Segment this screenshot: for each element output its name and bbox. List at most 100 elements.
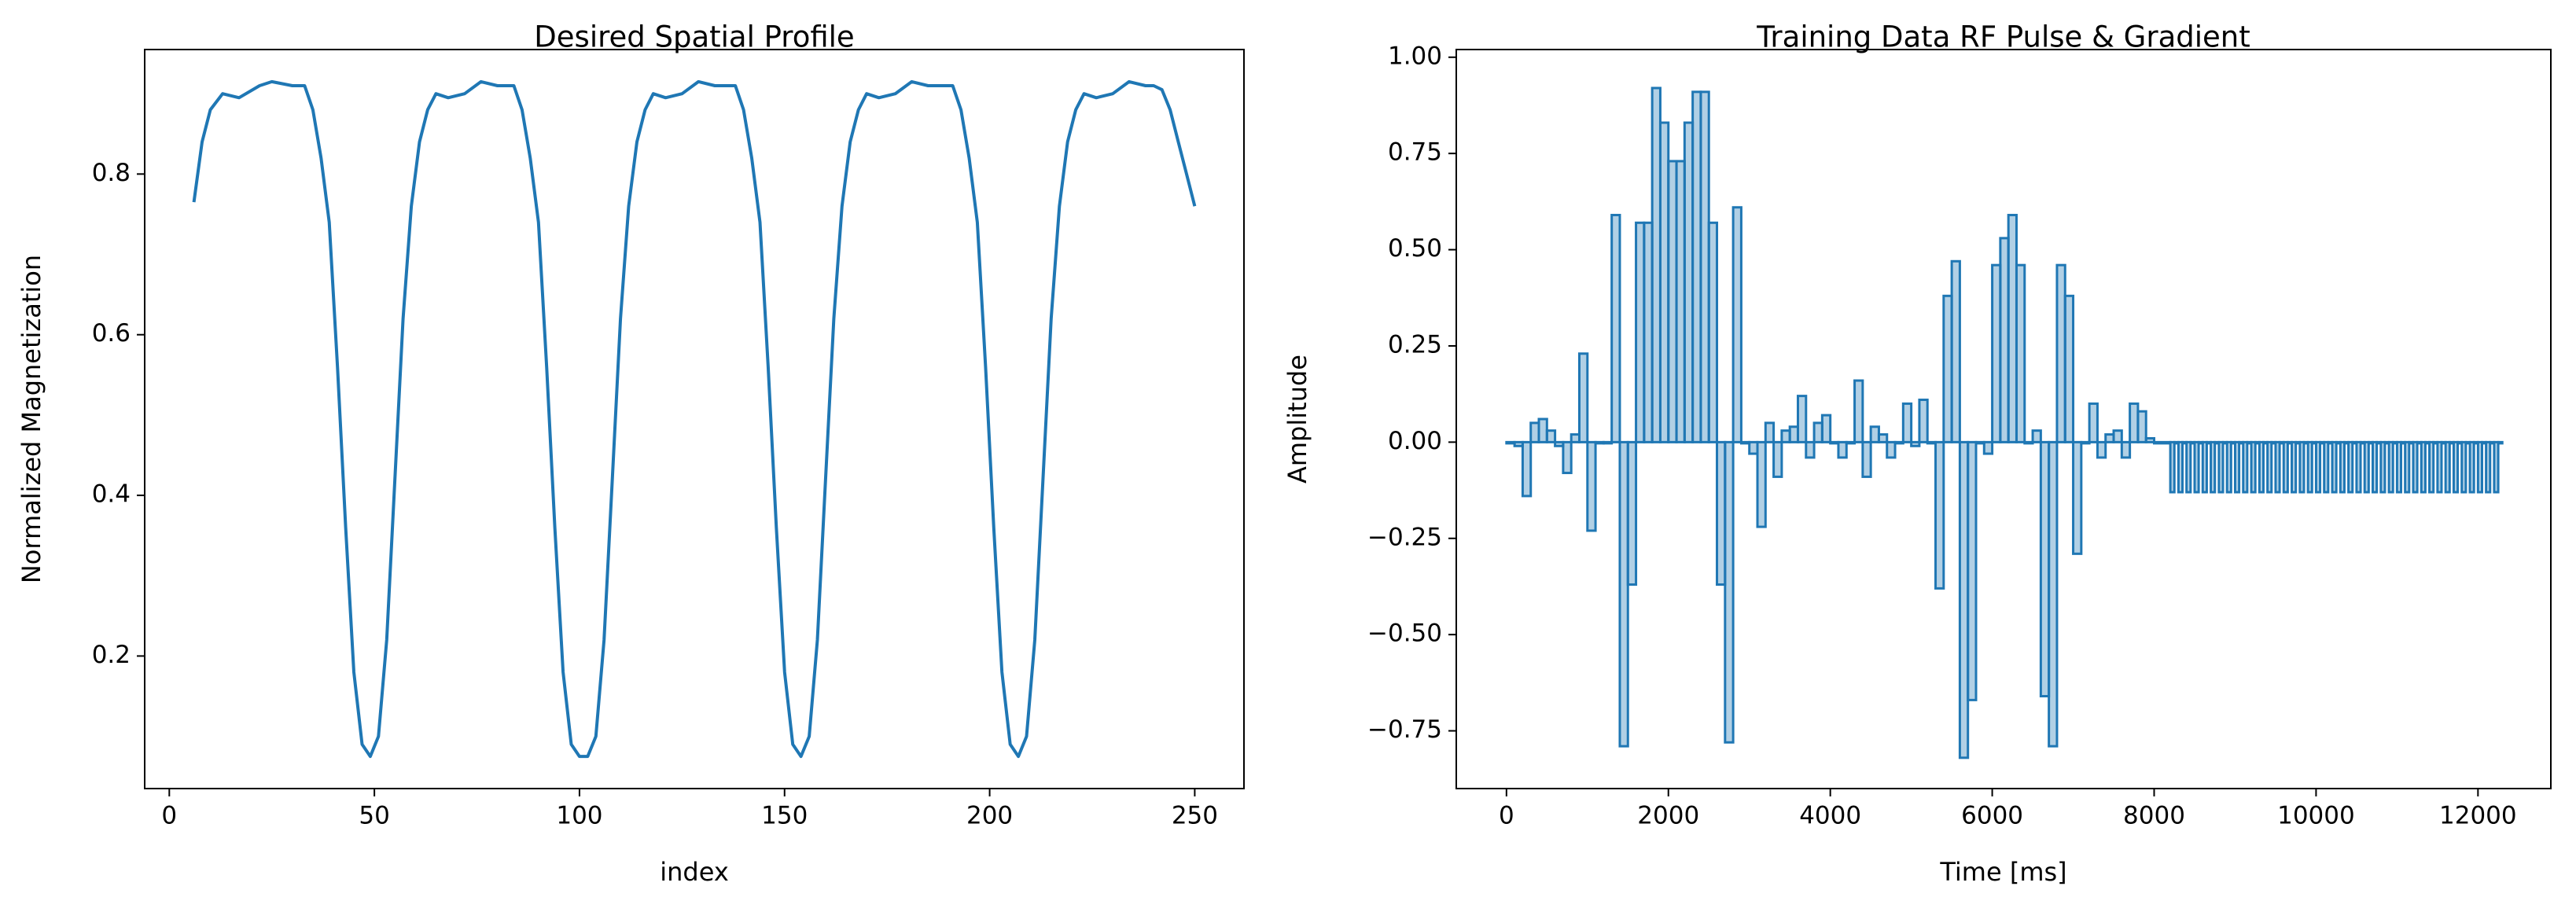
step-bar (1853, 379, 1864, 443)
step-bar (2493, 440, 2500, 494)
y-tick-label: 1.00 (1388, 42, 1442, 70)
step-bar (1650, 86, 1662, 443)
step-bar (2072, 440, 2083, 555)
x-tick-label: 4000 (1799, 802, 1861, 830)
step-bar (1901, 402, 1913, 443)
step-bar (1554, 440, 1565, 447)
step-bar (1505, 440, 1516, 445)
step-bar (1724, 440, 1735, 744)
step-bar (2282, 440, 2289, 494)
step-bar (2306, 440, 2313, 494)
y-axis-label: Normalized Magnetization (17, 255, 46, 583)
step-bar (1667, 160, 1678, 443)
step-bar (1780, 429, 1791, 443)
step-bar (1537, 417, 1548, 443)
step-bar (2031, 429, 2042, 443)
step-bar (2217, 440, 2225, 494)
step-bar (2387, 440, 2394, 494)
step-bar (2476, 440, 2483, 494)
step-bar (2023, 440, 2034, 445)
step-bar (2055, 263, 2066, 443)
step-bar (2120, 440, 2132, 459)
step-bar (2153, 440, 2172, 445)
y-tick-label: 0.50 (1388, 234, 1442, 263)
step-bar (1999, 237, 2010, 443)
step-bar (1748, 440, 1759, 455)
x-tick-label: 150 (761, 802, 808, 830)
step-bar (1877, 433, 1889, 443)
step-bar (2242, 440, 2249, 494)
y-tick-label: −0.75 (1367, 715, 1442, 744)
x-tick-label: 50 (359, 802, 389, 830)
step-bar (1918, 399, 1929, 443)
axes-frame (1455, 49, 2552, 789)
x-tick-label: 200 (966, 802, 1013, 830)
step-bar (1529, 421, 1540, 443)
step-bar (1699, 90, 1710, 443)
step-bar (2412, 440, 2419, 494)
step-bar (2339, 440, 2346, 494)
step-bar (1934, 440, 1945, 590)
step-bar (2129, 402, 2140, 443)
step-bar (2371, 440, 2379, 494)
x-tick-label: 12000 (2439, 802, 2517, 830)
x-axis-label: Time [ms] (1939, 857, 2066, 887)
step-bar (1893, 440, 1904, 445)
step-bar (1739, 440, 1751, 445)
step-bar (1950, 259, 1961, 443)
y-tick-label: −0.50 (1367, 620, 1442, 648)
y-tick-label: 0.00 (1388, 427, 1442, 455)
step-bar (1991, 263, 2002, 443)
step-bar (1805, 440, 1816, 459)
axes-frame (144, 49, 1245, 789)
step-bar (2096, 440, 2107, 459)
step-bar (1545, 429, 1557, 443)
step-bar (1982, 440, 1994, 455)
step-bar (2363, 440, 2370, 494)
chart-title: Desired Spatial Profile (534, 20, 854, 54)
chart-title: Training Data RF Pulse & Gradient (1756, 20, 2250, 54)
y-tick-label: 0.25 (1388, 330, 1442, 359)
profile-line (192, 79, 1197, 759)
step-bar (1521, 440, 1533, 498)
step-bar (1626, 440, 1638, 587)
step-bar (2007, 214, 2018, 443)
step-bar (2210, 440, 2217, 494)
step-bar (1675, 160, 1686, 443)
step-bar (1812, 421, 1823, 443)
step-bar (2266, 440, 2273, 494)
y-tick-label: 0.6 (92, 319, 131, 348)
step-bar (2201, 440, 2208, 494)
x-tick-label: 6000 (1961, 802, 2023, 830)
y-tick-label: 0.75 (1388, 138, 1442, 167)
step-bar (1562, 440, 1573, 475)
step-bar (2144, 436, 2156, 443)
step-bar (2404, 440, 2411, 494)
step-bar (1602, 440, 1614, 445)
step-bar (1683, 121, 1695, 443)
step-bar (1837, 440, 1848, 459)
step-bar (2136, 410, 2147, 443)
step-bar (1707, 221, 1719, 443)
step-bar (2080, 440, 2091, 445)
step-bar (1635, 221, 1646, 443)
step-bar (1886, 440, 1897, 459)
x-tick-label: 10000 (2277, 802, 2355, 830)
step-bar (2112, 429, 2123, 443)
step-bar (1577, 352, 1589, 443)
step-bar (2314, 440, 2322, 494)
step-bar (2250, 440, 2257, 494)
y-axis-label: Amplitude (1282, 355, 1312, 484)
step-bar (1820, 414, 1832, 443)
step-bar (1829, 440, 1840, 445)
step-bar (1845, 440, 1857, 445)
step-bar (2323, 440, 2330, 494)
step-bar (2258, 440, 2265, 494)
step-bar (1643, 221, 1654, 443)
step-bar (1594, 440, 1605, 445)
y-tick-label: −0.25 (1367, 523, 1442, 551)
step-bar (1958, 440, 1970, 759)
step-bar (2088, 402, 2099, 443)
